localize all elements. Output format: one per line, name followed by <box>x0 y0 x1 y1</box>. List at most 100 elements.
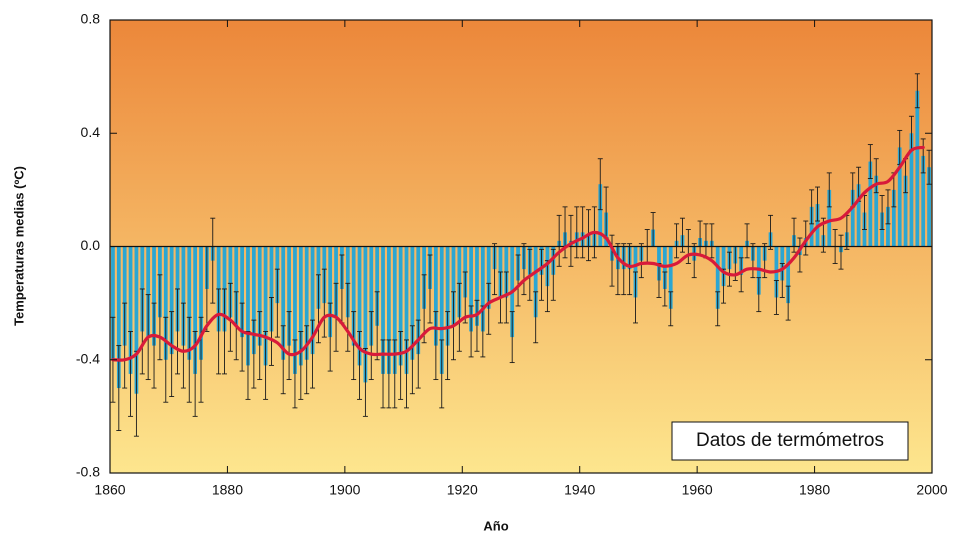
bar <box>897 147 902 247</box>
bar <box>533 246 538 318</box>
error-bar <box>263 330 269 400</box>
error-bar <box>128 330 134 417</box>
bar <box>439 246 444 374</box>
bar <box>351 246 356 346</box>
bar <box>809 206 814 247</box>
bar <box>269 246 274 332</box>
bar <box>445 246 450 346</box>
bar <box>375 246 380 326</box>
error-bar <box>180 302 186 389</box>
error-bar <box>533 291 539 344</box>
x-tick-label: 1880 <box>212 482 243 498</box>
bar <box>293 246 297 374</box>
bar <box>886 206 890 247</box>
x-tick-label: 1860 <box>94 482 125 498</box>
bar <box>480 246 485 332</box>
bar <box>152 246 156 346</box>
error-bar <box>151 302 157 389</box>
error-bar <box>227 282 233 352</box>
bar <box>228 246 233 318</box>
bar <box>122 246 127 346</box>
bar <box>827 189 832 247</box>
bar <box>363 246 368 383</box>
error-bar <box>568 214 574 267</box>
error-bar <box>615 243 621 296</box>
x-axis-label: Año <box>483 518 508 533</box>
error-bar <box>867 144 873 180</box>
bar <box>398 246 403 366</box>
bar <box>868 161 873 247</box>
error-bar <box>885 189 891 225</box>
error-bar <box>726 251 732 287</box>
bar <box>927 167 931 247</box>
x-tick-label: 1960 <box>682 482 713 498</box>
error-bar <box>169 311 175 398</box>
annotation-box <box>671 421 909 461</box>
bar <box>199 246 203 360</box>
error-bar <box>386 339 392 409</box>
bar <box>240 246 244 338</box>
error-bar <box>556 214 562 267</box>
error-bar <box>163 316 169 403</box>
error-bar <box>715 291 721 327</box>
bar <box>387 246 391 374</box>
error-bar <box>826 172 832 208</box>
error-bar <box>268 297 274 366</box>
bar <box>850 189 855 247</box>
error-bar <box>668 291 674 327</box>
error-bar <box>392 339 398 409</box>
bar <box>721 246 726 287</box>
error-bar <box>351 311 357 381</box>
bar <box>668 246 673 309</box>
error-bar <box>756 277 762 313</box>
annotation: Datos de termómetros <box>696 430 884 451</box>
error-bar <box>409 325 415 395</box>
error-bar <box>292 339 298 409</box>
error-bar <box>914 73 920 109</box>
y-tick-label: 0.8 <box>81 11 101 27</box>
error-bar <box>503 271 509 324</box>
error-bar <box>873 158 879 194</box>
error-bar <box>574 206 580 259</box>
x-tick-label: 2000 <box>916 482 947 498</box>
error-bar <box>920 138 926 174</box>
bar <box>598 184 603 247</box>
bar <box>486 246 491 309</box>
error-bar <box>439 339 445 409</box>
error-bar <box>750 243 756 279</box>
error-bar <box>310 319 316 389</box>
error-bar <box>210 217 216 304</box>
bar <box>334 246 338 318</box>
error-bar <box>509 311 515 364</box>
bar <box>287 246 291 346</box>
bar <box>111 246 115 360</box>
x-tick-label: 1920 <box>447 482 478 498</box>
error-bar <box>257 311 263 381</box>
bar <box>298 246 303 366</box>
error-bar <box>122 302 128 389</box>
bar <box>410 246 415 360</box>
error-bar <box>674 223 680 259</box>
error-bar <box>926 149 932 185</box>
error-bar <box>539 248 545 301</box>
error-bar <box>515 254 521 307</box>
error-bar <box>521 243 527 296</box>
marks <box>110 73 932 437</box>
bar <box>874 175 879 247</box>
error-bar <box>198 316 204 403</box>
y-tick-label: -0.4 <box>76 350 100 366</box>
error-bar <box>809 189 815 225</box>
error-bar <box>374 291 380 361</box>
error-bar <box>879 195 885 230</box>
bar <box>891 189 896 247</box>
error-bar <box>803 220 809 256</box>
bar <box>392 246 397 374</box>
error-bar <box>580 206 586 259</box>
bar <box>181 246 186 346</box>
bar <box>251 246 256 355</box>
y-tick-label: 0.4 <box>81 124 101 140</box>
error-bar <box>597 158 603 211</box>
error-bar <box>627 243 633 296</box>
error-bar <box>398 330 404 400</box>
error-bar <box>462 271 468 324</box>
